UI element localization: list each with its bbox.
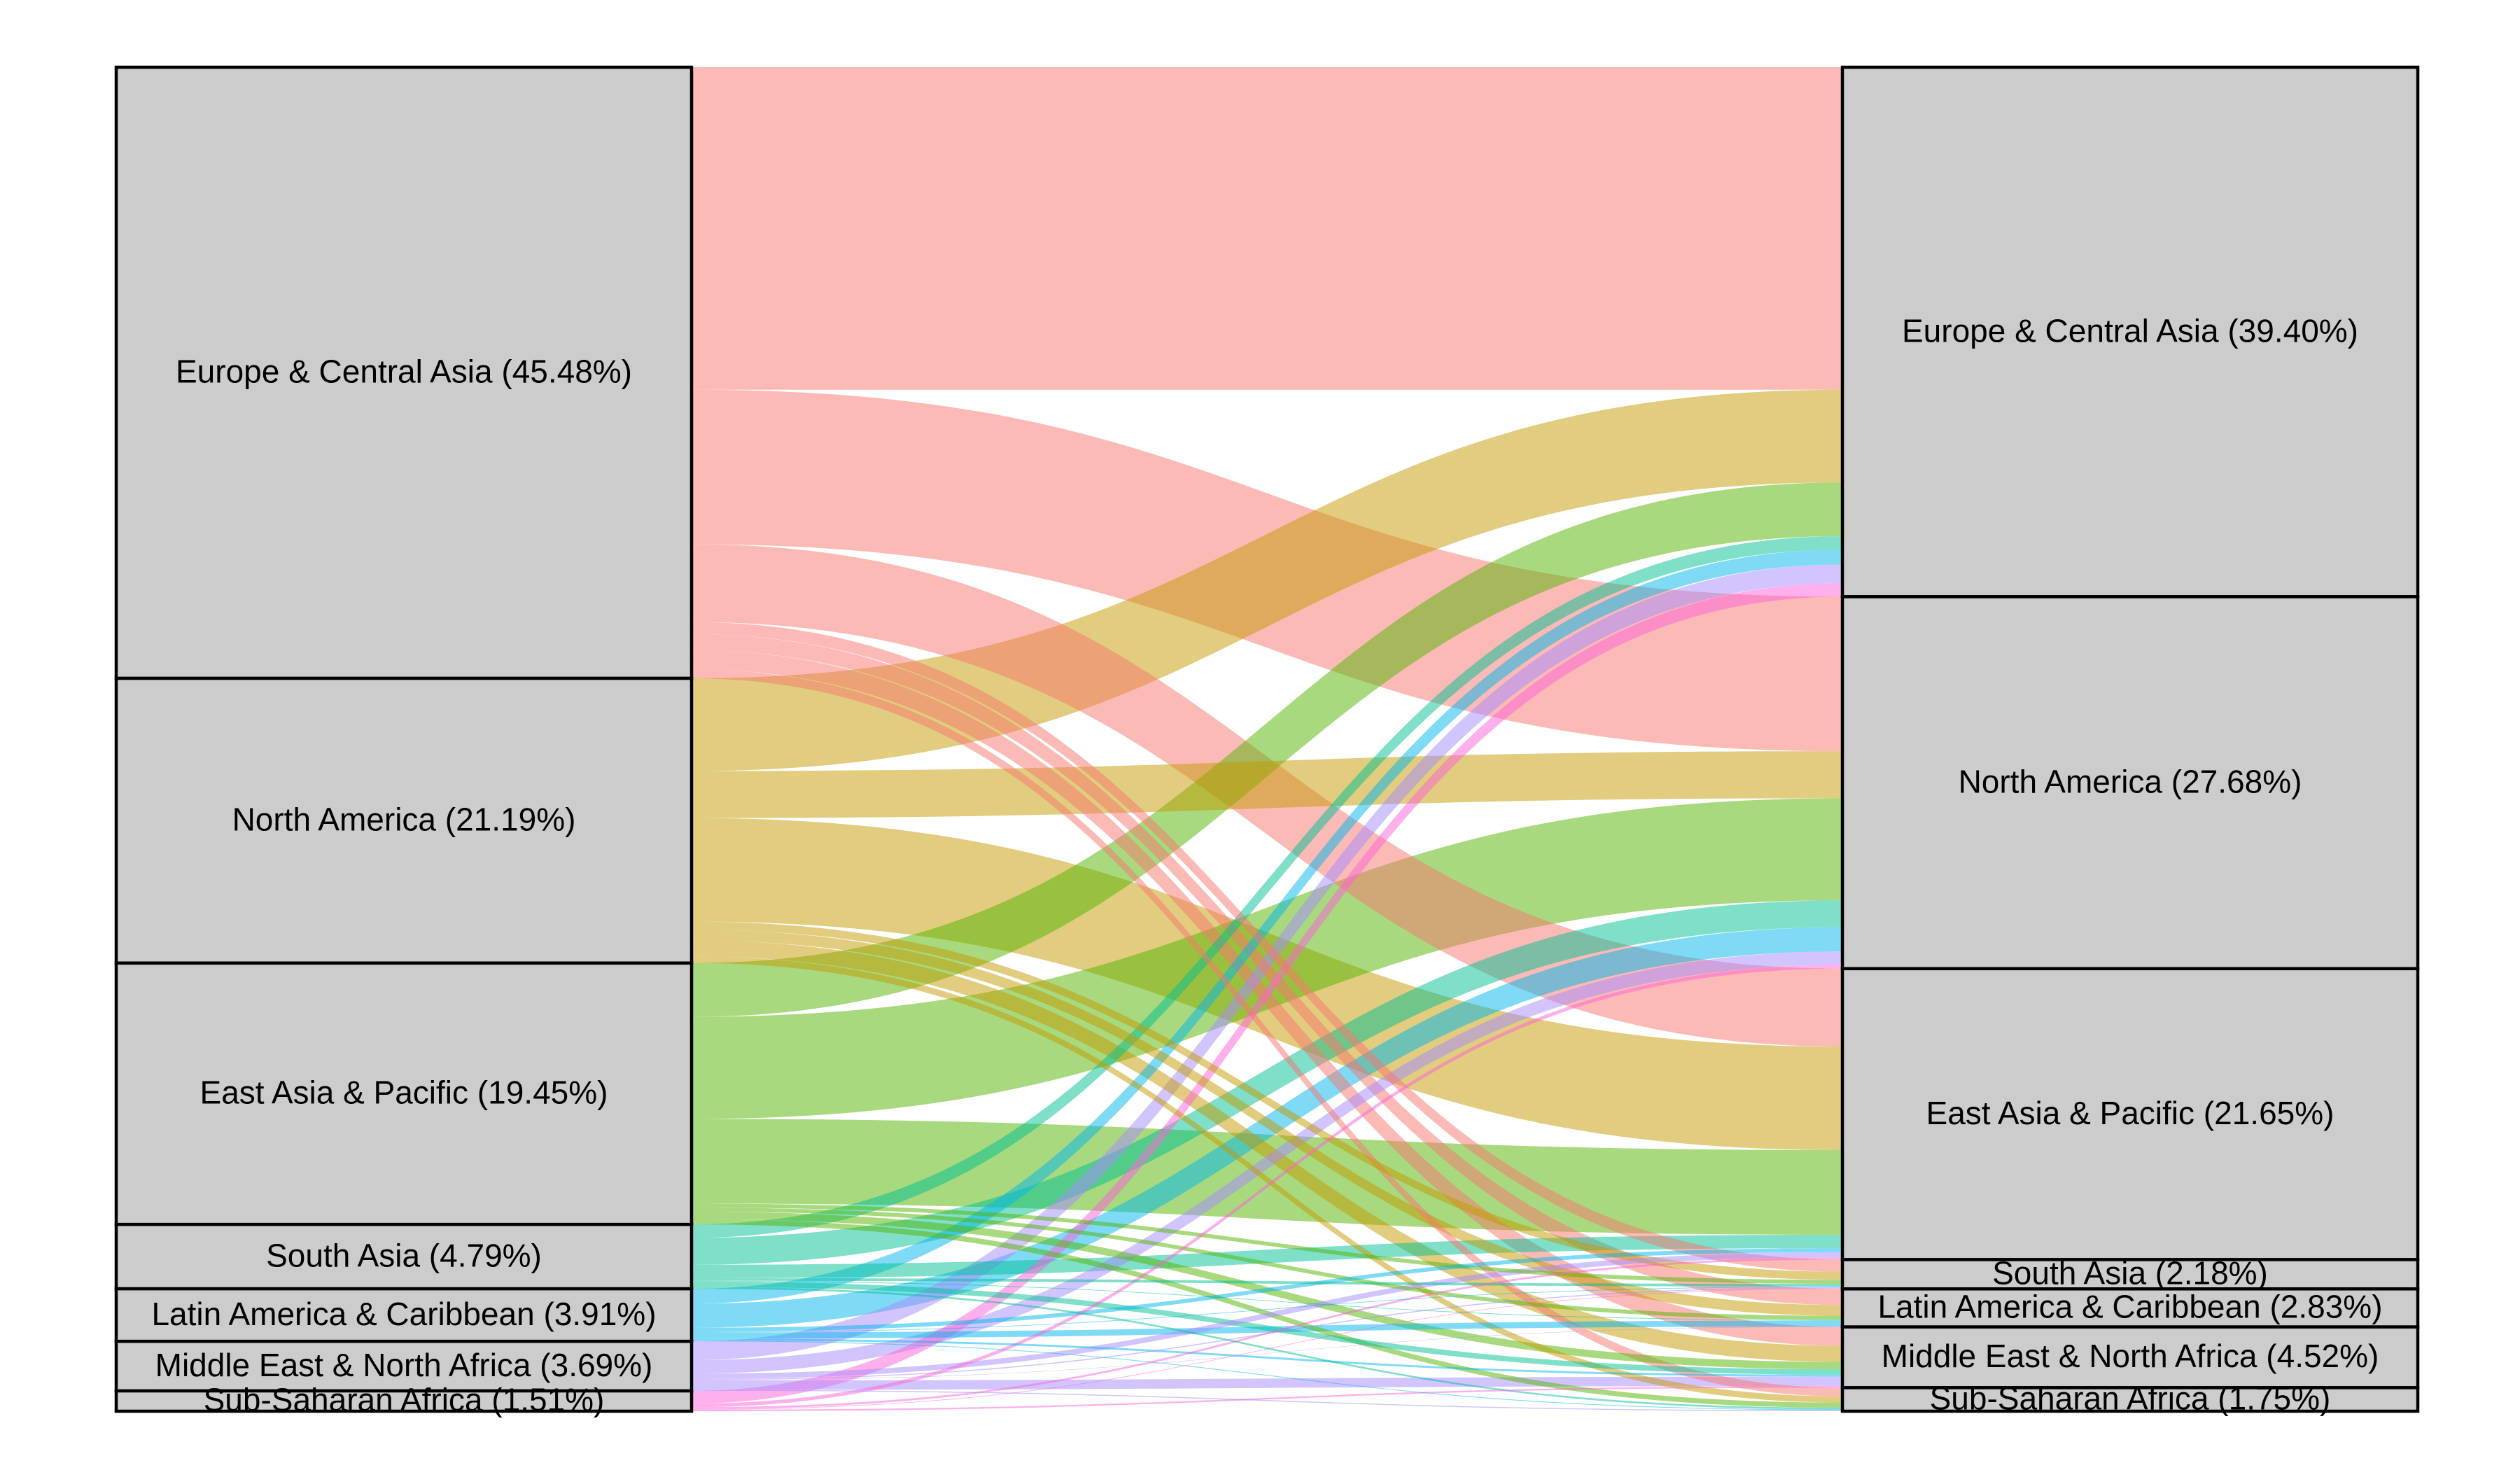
right-node-label-eca: Europe & Central Asia (39.40%) [1902,312,2358,349]
flow-na-to-lac [692,930,1842,1316]
right-node-label-mena: Middle East & North Africa (4.52%) [1882,1338,2379,1374]
right-node-label-eap: East Asia & Pacific (21.65%) [1926,1095,2334,1131]
flow-ssa-to-eca [692,583,1842,1404]
flow-sa-to-lac [692,1280,1842,1321]
flow-sa-to-sa [692,1278,1842,1287]
flow-na-to-mena [692,940,1842,1362]
right-node-eap [1840,967,2420,1261]
flow-sa-to-na [692,900,1842,1265]
flow-eca-to-lac [692,634,1842,1306]
flow-ssa-to-mena [692,1386,1842,1411]
flow-ssa-to-na [692,965,1842,1408]
flow-mena-to-lac [692,1326,1842,1381]
right-node-ssa [1840,1386,2420,1413]
flow-sa-to-ssa [692,1287,1842,1410]
left-node-label-sa: South Asia (4.79%) [266,1237,542,1273]
left-node-lac [114,1287,694,1343]
right-nodes-layer: Europe & Central Asia (39.40%) North Amer… [1840,65,2420,1416]
left-node-na [114,676,694,965]
flow-lac-to-mena [692,1338,1842,1377]
left-node-label-mena: Middle East & North Africa (3.69%) [155,1347,653,1383]
flow-lac-to-eap [692,1248,1842,1332]
left-node-ssa [114,1389,694,1413]
flow-lac-to-sa [692,1286,1842,1333]
flow-na-to-eca [692,389,1842,771]
left-node-label-ssa: Sub-Saharan Africa (1.51%) [204,1382,605,1418]
flow-eap-to-eca [692,482,1842,1017]
left-node-eca [114,65,694,680]
flow-na-to-na [692,751,1842,818]
flow-eca-to-eca [692,67,1842,390]
left-node-eap [114,961,694,1226]
left-node-label-eap: East Asia & Pacific (19.45%) [200,1074,608,1111]
left-node-label-eca: Europe & Central Asia (45.48%) [176,354,632,390]
right-node-label-sa: South Asia (2.18%) [1992,1255,2268,1292]
flow-na-to-ssa [692,956,1842,1403]
flow-ssa-to-sa [692,1288,1842,1410]
flow-mena-to-mena [692,1376,1842,1390]
right-node-label-na: North America (27.68%) [1959,763,2302,799]
left-node-label-na: North America (21.19%) [232,802,576,838]
flow-eca-to-sa [692,622,1842,1272]
right-node-mena [1840,1325,2420,1390]
flow-sa-to-eap [692,1234,1842,1278]
flow-mena-to-ssa [692,1390,1842,1411]
flow-eap-to-lac [692,1208,1842,1320]
flow-na-to-sa [692,921,1842,1280]
left-node-label-lac: Latin America & Caribbean (3.91%) [151,1296,656,1332]
right-node-eca [1840,65,2420,598]
right-node-label-ssa: Sub-Saharan Africa (1.75%) [1930,1380,2331,1416]
flow-mena-to-eap [692,1252,1842,1379]
flow-lac-to-eca [692,550,1842,1304]
flow-mena-to-sa [692,1287,1842,1380]
flow-sa-to-mena [692,1281,1842,1375]
flow-eap-to-sa [692,1203,1842,1284]
flow-sa-to-eca [692,536,1842,1238]
right-node-label-lac: Latin America & Caribbean (2.83%) [1877,1289,2382,1325]
flows-layer [692,67,1842,1411]
flow-mena-to-na [692,951,1842,1374]
flow-eca-to-ssa [692,668,1842,1396]
right-node-na [1840,595,2420,971]
left-nodes-layer: Europe & Central Asia (45.48%) North Amer… [114,65,694,1418]
left-node-sa [114,1222,694,1291]
left-node-mena [114,1339,694,1393]
flow-lac-to-ssa [692,1340,1842,1410]
